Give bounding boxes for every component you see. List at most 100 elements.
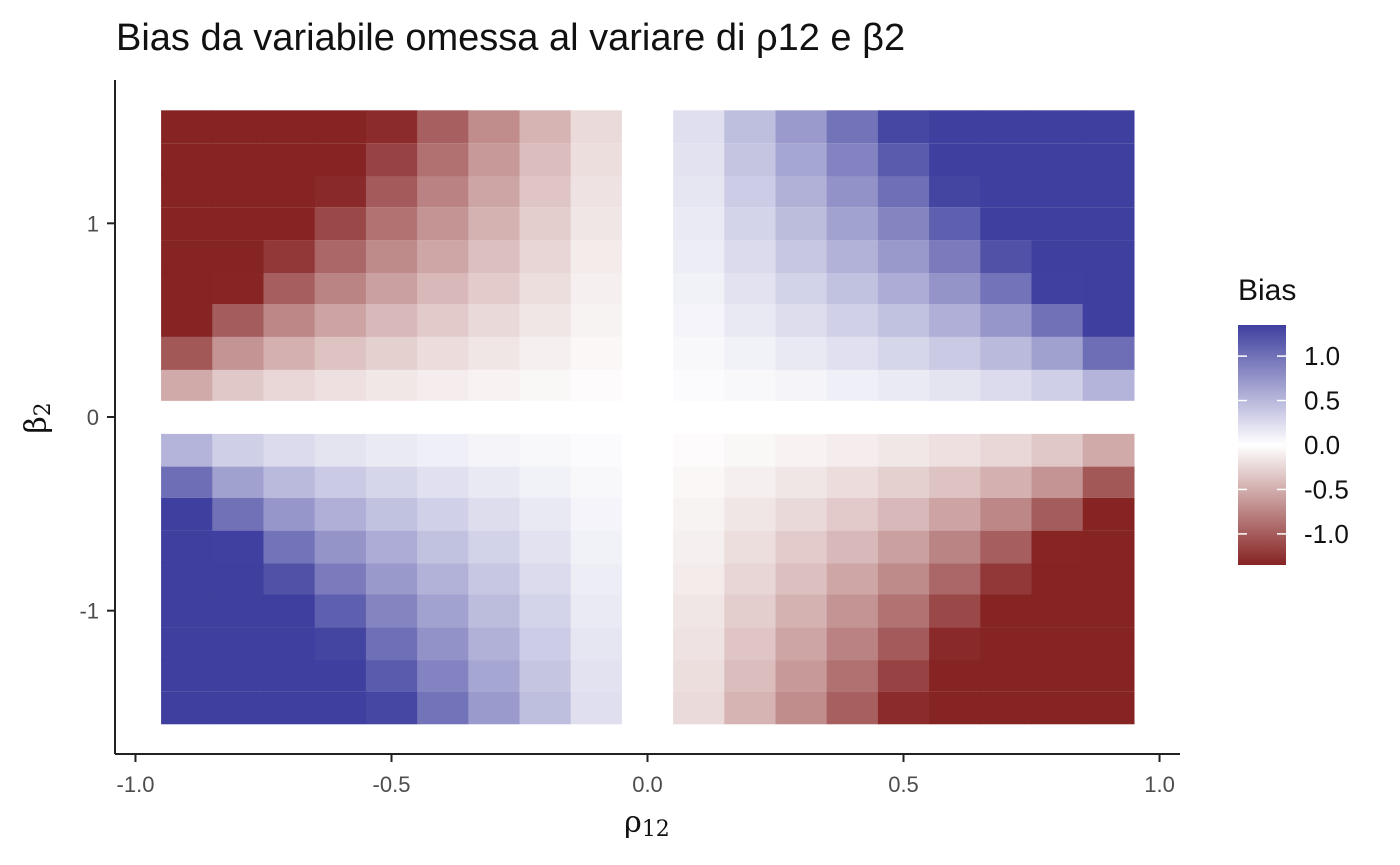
heatmap-cell (570, 271, 623, 304)
heatmap-cell (724, 143, 777, 177)
heatmap-cell (621, 658, 674, 692)
heatmap-cell (570, 464, 623, 498)
heatmap-cell (673, 110, 725, 144)
heatmap-cell (1031, 464, 1084, 498)
heatmap-cell (468, 207, 521, 241)
heatmap-cell (1031, 691, 1084, 725)
heatmap-cell (417, 240, 469, 274)
heatmap-cell (775, 271, 828, 304)
heatmap-cell (673, 367, 725, 401)
heatmap-cell (877, 464, 930, 498)
heatmap-cell (826, 658, 879, 692)
heatmap-cell (775, 658, 828, 692)
heatmap-cell (621, 271, 674, 304)
heatmap-cell (775, 561, 828, 595)
heatmap-cell (621, 336, 674, 370)
heatmap-cell (929, 400, 981, 434)
heatmap-cell (929, 240, 981, 274)
heatmap-cell (263, 271, 316, 304)
heatmap-cell (570, 594, 623, 628)
heatmap-cell (724, 367, 777, 401)
heatmap-cell (826, 143, 879, 177)
heatmap-cell (314, 627, 367, 661)
legend-tick-label: 0.0 (1304, 430, 1340, 460)
heatmap-cell (621, 594, 674, 628)
x-axis-title-sub: 12 (642, 817, 670, 842)
heatmap-cell (621, 367, 674, 401)
heatmap-cell (826, 207, 879, 241)
heatmap-cell (1082, 174, 1135, 208)
heatmap-cell (365, 400, 418, 434)
heatmap-cell (212, 627, 265, 661)
heatmap-cell (929, 367, 981, 401)
heatmap-cell (212, 691, 265, 725)
heatmap-cell (417, 433, 469, 467)
y-axis-ticks: -1 0 1 (79, 211, 115, 624)
heatmap-cell (980, 433, 1033, 467)
heatmap-cell (417, 303, 469, 337)
heatmap-cell (724, 336, 777, 370)
heatmap-cell (365, 367, 418, 401)
heatmap-cell (826, 110, 879, 144)
heatmap-cell (877, 561, 930, 595)
x-tick-label: 1.0 (1144, 772, 1175, 797)
heatmap-cell (263, 658, 316, 692)
heatmap-cell (1082, 658, 1135, 692)
heatmap-cell (468, 658, 521, 692)
heatmap-cell (1082, 207, 1135, 241)
heatmap-cell (980, 627, 1033, 661)
heatmap-cell (621, 207, 674, 241)
legend: Bias 1.0 0.5 0.0 -0.5 -1.0 (1238, 274, 1349, 565)
heatmap-cell (161, 530, 213, 564)
heatmap-cell (621, 110, 674, 144)
heatmap-cell (1082, 367, 1135, 401)
heatmap-cell (161, 336, 213, 370)
heatmap-cell (519, 336, 572, 370)
heatmap-cell (673, 174, 725, 208)
heatmap-cell (724, 627, 777, 661)
chart-title: Bias da variabile omessa al variare di ρ… (116, 17, 905, 59)
heatmap-cell (263, 400, 316, 434)
heatmap-cell (161, 367, 213, 401)
heatmap-cell (468, 143, 521, 177)
heatmap-cell (775, 303, 828, 337)
heatmap-cell (519, 174, 572, 208)
heatmap-cell (570, 303, 623, 337)
heatmap-cell (1031, 594, 1084, 628)
heatmap-cell (673, 433, 725, 467)
heatmap-cell (673, 561, 725, 595)
heatmap-cell (212, 240, 265, 274)
heatmap-cell (1082, 464, 1135, 498)
heatmap-cell (314, 336, 367, 370)
heatmap-cell (468, 367, 521, 401)
heatmap-cell (468, 433, 521, 467)
heatmap-cell (877, 240, 930, 274)
heatmap-cell (417, 143, 469, 177)
heatmap-cell (570, 336, 623, 370)
heatmap-cell (161, 691, 213, 725)
heatmap-cell (365, 530, 418, 564)
heatmap-cell (980, 110, 1033, 144)
heatmap-cell (877, 594, 930, 628)
heatmap-cell (980, 271, 1033, 304)
heatmap-cell (161, 271, 213, 304)
heatmap-cell (724, 174, 777, 208)
heatmap-cell (212, 561, 265, 595)
heatmap-cell (365, 433, 418, 467)
heatmap-cell (417, 174, 469, 208)
heatmap-cell (1082, 530, 1135, 564)
heatmap-cell (724, 303, 777, 337)
heatmap-cell (1082, 336, 1135, 370)
heatmap-cell (570, 400, 623, 434)
heatmap-cell (263, 207, 316, 241)
heatmap-cell (570, 433, 623, 467)
heatmap-cell (826, 367, 879, 401)
heatmap-cell (365, 110, 418, 144)
heatmap-cell (519, 303, 572, 337)
heatmap-cell (929, 627, 981, 661)
heatmap-cell (314, 497, 367, 531)
heatmap-cell (826, 561, 879, 595)
heatmap-cell (621, 303, 674, 337)
heatmap-cell (212, 271, 265, 304)
heatmap-cell (519, 497, 572, 531)
